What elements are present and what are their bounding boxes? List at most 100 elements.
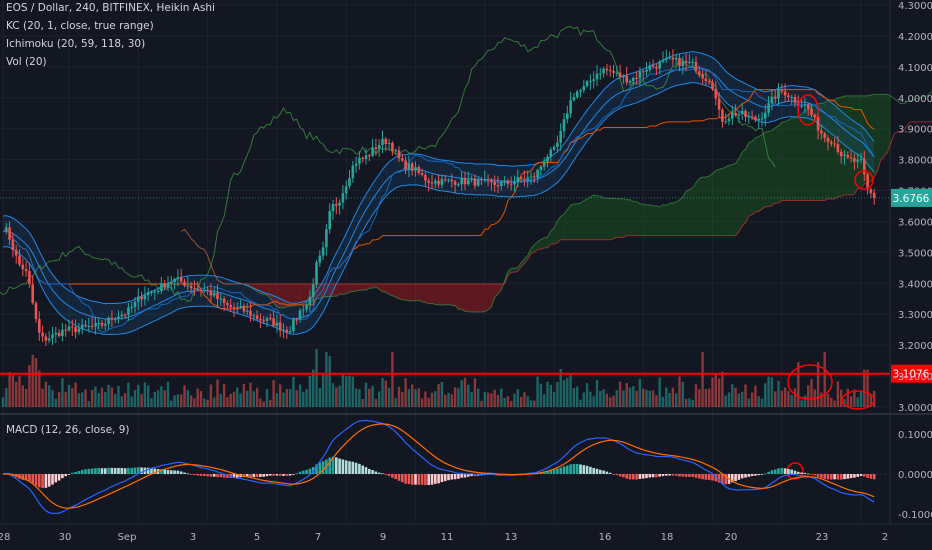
macd-histogram-bar	[608, 472, 612, 474]
indicator-ichimoku[interactable]: Ichimoku (20, 59, 118, 30)	[6, 38, 146, 50]
candle-body	[80, 324, 84, 329]
candle-body	[117, 316, 120, 319]
volume-bar	[556, 382, 559, 407]
volume-bar	[493, 389, 496, 407]
macd-histogram-bar	[34, 474, 38, 486]
macd-histogram-bar	[318, 462, 322, 474]
volume-bar	[279, 384, 282, 407]
candle-body	[556, 142, 559, 147]
macd-histogram-bar	[450, 474, 454, 480]
volume-bar	[186, 390, 189, 407]
volume-bar	[358, 389, 361, 407]
cloud-segment	[616, 198, 621, 238]
cloud-segment	[778, 122, 782, 203]
candle-body	[744, 111, 747, 117]
candle-body	[542, 162, 546, 167]
candle-body	[635, 77, 638, 79]
macd-histogram-bar	[150, 468, 153, 474]
macd-histogram-bar	[773, 469, 777, 474]
candle-body	[278, 322, 282, 331]
cloud-segment	[382, 283, 386, 293]
candle-body	[245, 310, 249, 312]
candle-body	[665, 57, 668, 60]
base-line	[2, 89, 875, 310]
candle-body	[599, 73, 602, 75]
candle-body	[206, 289, 209, 291]
cloud-segment	[428, 283, 432, 304]
volume-bar	[516, 389, 519, 407]
candle-body	[641, 71, 645, 73]
macd-histogram-bar	[655, 474, 658, 478]
candle-body	[674, 57, 678, 60]
cloud-segment	[432, 283, 436, 305]
volume-bar	[661, 397, 665, 407]
cloud-segment	[270, 283, 274, 303]
volume-bar	[117, 385, 120, 407]
volume-bar	[61, 378, 64, 407]
candle-body	[546, 156, 549, 163]
volume-bar	[163, 390, 166, 407]
volume-bar	[846, 388, 849, 407]
macd-title[interactable]: MACD (12, 26, close, 9)	[6, 424, 130, 436]
macd-histogram-bar	[839, 474, 843, 480]
price-axis: 4.30004.20004.10004.00003.90003.80003.70…	[0, 1, 932, 521]
candle-body	[302, 309, 305, 311]
macd-histogram-bar	[833, 474, 836, 480]
volume-bar	[199, 391, 203, 407]
macd-histogram-bar	[463, 474, 467, 478]
volume-bar	[671, 387, 675, 407]
macd-histogram-bar	[585, 465, 589, 474]
volume-bar	[625, 383, 628, 407]
macd-line	[2, 419, 875, 515]
volume-bar	[143, 382, 147, 407]
macd-histogram-bar	[572, 463, 576, 474]
candle-body	[668, 57, 671, 59]
macd-histogram-bar	[632, 474, 635, 480]
candle-body	[156, 291, 160, 293]
cloud-segment	[874, 94, 878, 178]
macd-histogram-bar	[744, 474, 747, 478]
cloud-segment	[481, 283, 485, 313]
volume-bar	[800, 400, 803, 407]
macd-histogram-bar	[473, 474, 477, 477]
cloud-segment	[412, 283, 416, 301]
macd-histogram-bar	[67, 474, 71, 475]
indicator-kc[interactable]: KC (20, 1, close, true range)	[6, 20, 154, 32]
macd-histogram-bar	[377, 472, 381, 474]
volume-bar	[325, 352, 328, 407]
macd-histogram-bar	[199, 474, 203, 476]
volume-bar	[645, 389, 648, 407]
macd-histogram-bar	[110, 467, 114, 474]
candle-body	[18, 255, 21, 265]
cloud-segment	[732, 163, 736, 236]
indicator-volume[interactable]: Vol (20)	[6, 56, 47, 68]
macd-histogram-bar	[437, 474, 440, 484]
volume-bar	[331, 383, 335, 407]
volume-bar	[305, 389, 308, 407]
volume-bar	[684, 398, 688, 407]
macd-histogram-bar	[371, 470, 374, 474]
volume-bar	[318, 388, 321, 407]
volume-bar	[764, 383, 767, 407]
candle-body	[137, 296, 140, 302]
macd-histogram-bar	[810, 474, 813, 475]
volume-bar	[239, 393, 242, 407]
cloud-segment	[507, 268, 512, 276]
cloud-segment	[550, 227, 555, 244]
cloud-segment	[438, 283, 442, 306]
cloud-segment	[597, 195, 601, 240]
volume-bar	[727, 392, 731, 407]
candle-body	[255, 315, 259, 319]
cloud-segment	[781, 121, 786, 201]
candle-body	[222, 298, 226, 303]
candle-body	[183, 281, 186, 286]
candle-body	[826, 137, 830, 142]
volume-bar	[453, 387, 457, 407]
cloud-segment	[491, 283, 495, 307]
cloud-segment	[537, 239, 541, 250]
macd-histogram-bar	[625, 474, 628, 479]
cloud-segment	[626, 199, 630, 236]
cloud-segment	[517, 262, 522, 272]
candle-body	[364, 155, 368, 159]
